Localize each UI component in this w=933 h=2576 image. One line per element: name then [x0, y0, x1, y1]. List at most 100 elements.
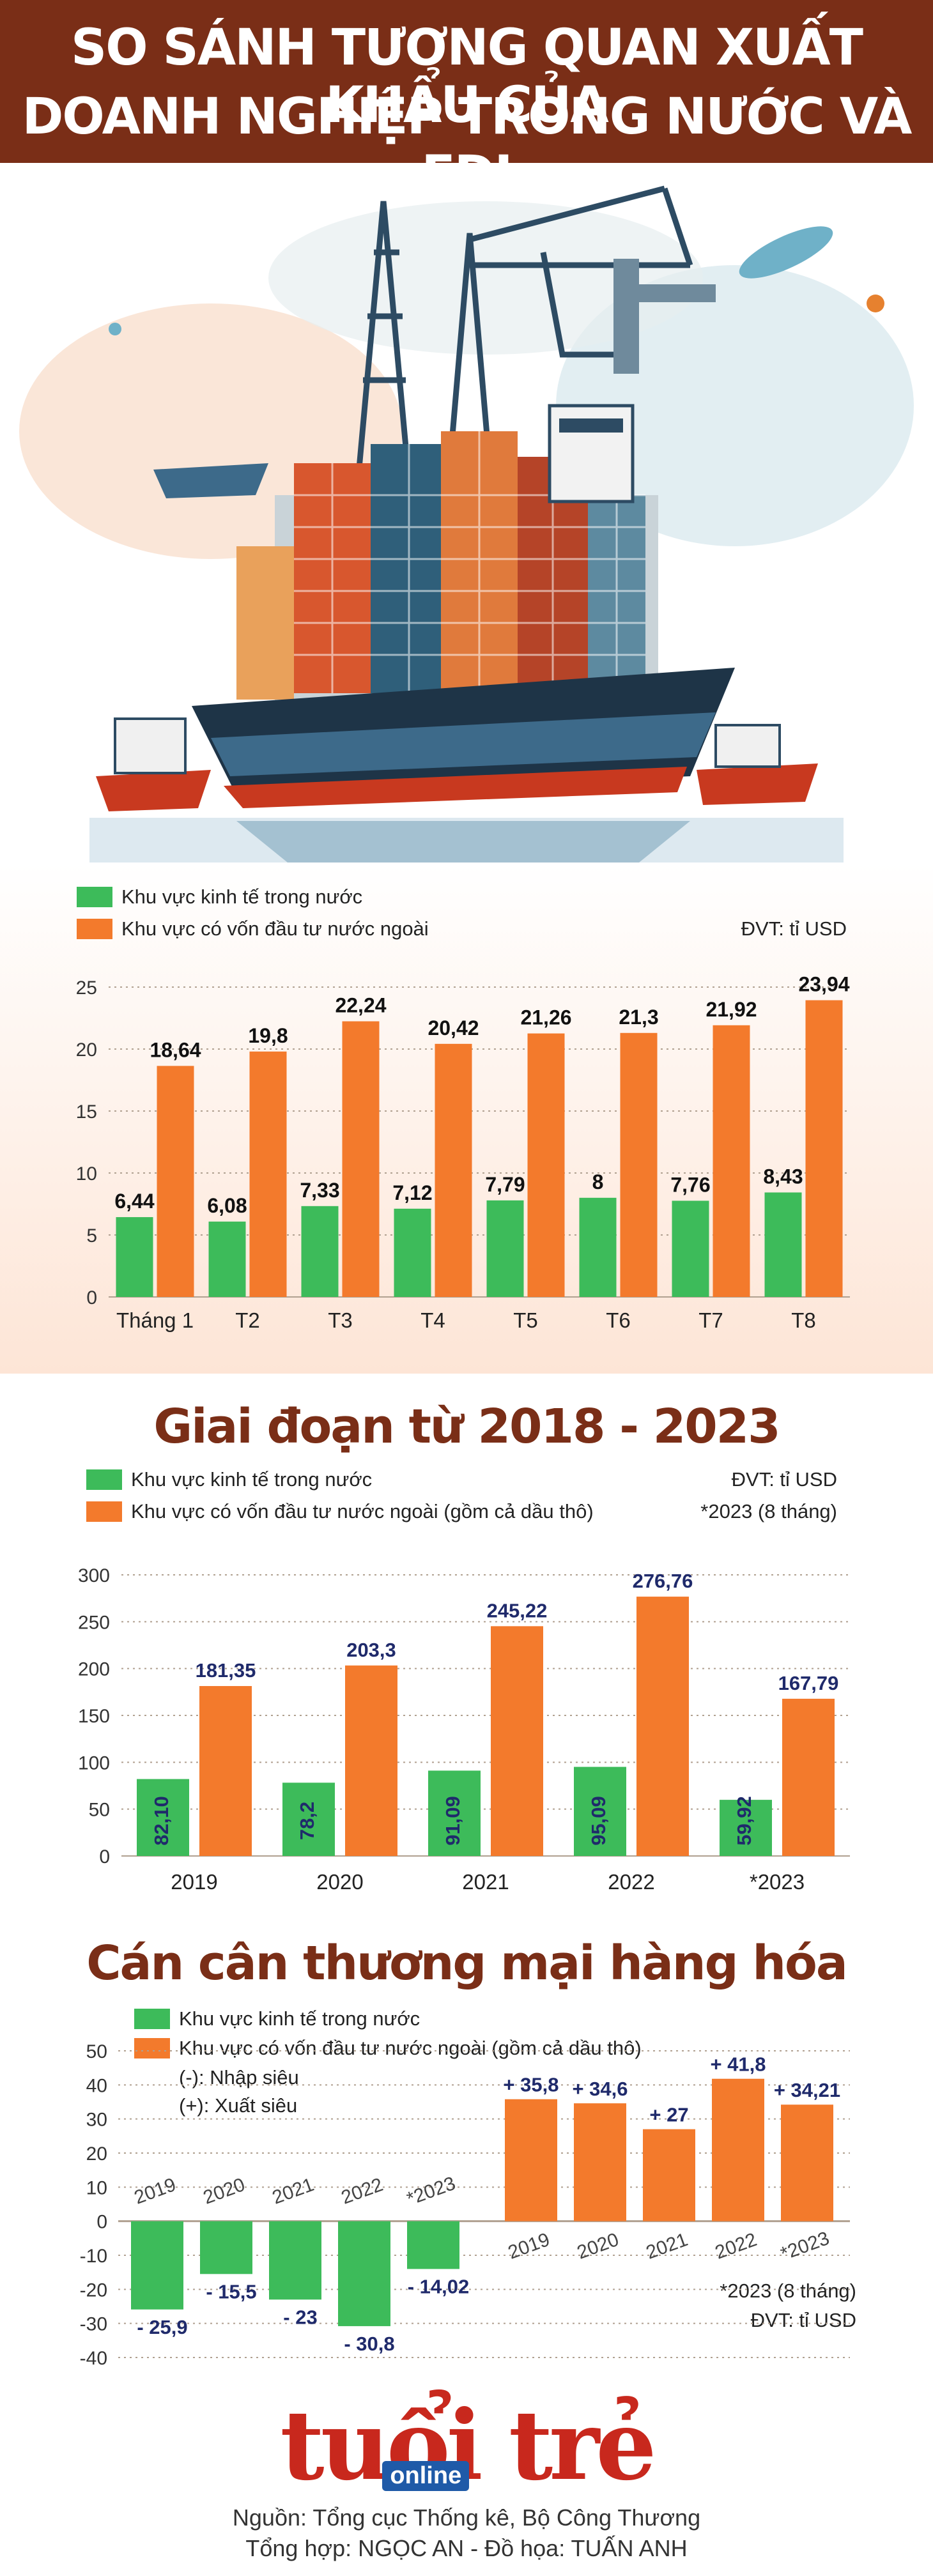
- bar-fdi: [805, 1000, 843, 1297]
- y-tick-label: 0: [86, 1287, 97, 1308]
- data-label-domestic: 7,76: [670, 1173, 710, 1196]
- data-label-domestic: 7,79: [485, 1173, 525, 1196]
- bar-domestic: [764, 1192, 802, 1297]
- data-label-domestic: 78,2: [296, 1802, 318, 1840]
- chart2-section: Giai đoạn từ 2018 - 2023 Khu vực kinh tế…: [0, 1374, 933, 1923]
- chart3-legend-fdi: Khu vực có vốn đầu tư nước ngoài (gồm cả…: [179, 2037, 642, 2059]
- data-label-domestic: - 23: [283, 2306, 317, 2328]
- chart2-legend-domestic: Khu vực kinh tế trong nước: [131, 1468, 373, 1491]
- chart2-title: Giai đoạn từ 2018 - 2023: [153, 1399, 780, 1454]
- y-tick-label: 0: [99, 1846, 110, 1867]
- y-tick-label: 50: [86, 2041, 107, 2062]
- bar-fdi: [157, 1066, 194, 1297]
- data-label-domestic: 6,08: [207, 1194, 247, 1217]
- bar-fdi: [574, 2103, 626, 2221]
- header-banner: SO SÁNH TƯƠNG QUAN XUẤT KHẨU CỦA DOANH N…: [0, 0, 933, 203]
- chart3-note-plus: (+): Xuất siêu: [179, 2094, 298, 2117]
- y-tick-label: -30: [80, 2314, 107, 2335]
- bar-domestic: [574, 1767, 626, 1856]
- bar-domestic: [137, 1779, 189, 1856]
- x-tick-label: 2020: [316, 1870, 363, 1894]
- bar-fdi: [345, 1665, 397, 1856]
- bar-domestic: [301, 1206, 339, 1297]
- y-tick-label: 20: [86, 2143, 107, 2165]
- data-label-domestic: - 15,5: [206, 2280, 256, 2303]
- chart3-note: *2023 (8 tháng): [720, 2280, 856, 2302]
- y-tick-label: 5: [86, 1225, 97, 1246]
- data-label-domestic: - 14,02: [408, 2275, 470, 2297]
- chart2-legend-fdi: Khu vực có vốn đầu tư nước ngoài (gồm cả…: [131, 1500, 594, 1522]
- data-label-fdi: 21,3: [619, 1006, 658, 1029]
- footer-source: Nguồn: Tổng cục Thống kê, Bộ Công Thương: [232, 2504, 701, 2531]
- x-tick-label: *2023: [750, 1870, 805, 1894]
- chart3-unit: ĐVT: tỉ USD: [750, 2309, 856, 2331]
- x-tick-label: 2022: [339, 2174, 386, 2209]
- bar-fdi: [620, 1032, 658, 1297]
- y-tick-label: 300: [78, 1565, 110, 1586]
- data-label-domestic: 91,09: [442, 1796, 464, 1846]
- y-tick-label: 30: [86, 2110, 107, 2131]
- bar-domestic: [394, 1208, 431, 1297]
- x-tick-label: T4: [420, 1308, 445, 1332]
- bar-fdi: [249, 1051, 287, 1297]
- legend-swatch-domestic: [86, 1469, 122, 1490]
- x-tick-label: 2022: [713, 2229, 760, 2264]
- data-label-fdi: 276,76: [633, 1570, 693, 1592]
- chart3-plot: -40 -30 -20 -10 0 10 20 30 40 50 - 25,9 2019 - 15,5 2…: [80, 2041, 850, 2369]
- chart1-section: Khu vực kinh tế trong nước Khu vực có vố…: [0, 862, 933, 1374]
- x-tick-label: T2: [235, 1308, 260, 1332]
- legend-swatch-fdi: [134, 2038, 170, 2058]
- data-label-fdi: 19,8: [248, 1024, 288, 1047]
- chart2-unit: ĐVT: tỉ USD: [731, 1468, 837, 1491]
- legend-swatch-fdi: [86, 1501, 122, 1522]
- data-label-domestic: - 30,8: [344, 2333, 394, 2355]
- data-label-fdi: + 41,8: [710, 2053, 766, 2076]
- data-label-fdi: 22,24: [335, 994, 386, 1017]
- data-label-domestic: 59,92: [733, 1796, 755, 1846]
- bar-domestic: [579, 1197, 617, 1297]
- legend-swatch-domestic: [134, 2009, 170, 2029]
- bar-fdi: [643, 2129, 695, 2221]
- bar-domestic: [116, 1217, 153, 1297]
- legend-swatch-domestic: [77, 887, 112, 907]
- x-tick-label: 2021: [270, 2174, 317, 2209]
- data-label-fdi: 167,79: [778, 1672, 839, 1694]
- y-tick-label: 150: [78, 1706, 110, 1727]
- logo-sub-text: online: [382, 2461, 470, 2491]
- bar-fdi: [713, 1025, 750, 1297]
- data-label-domestic: 7,12: [392, 1181, 432, 1204]
- cargo-ship-illustration: [19, 185, 914, 862]
- x-tick-label: T5: [513, 1308, 538, 1332]
- y-tick-label: 20: [76, 1039, 97, 1061]
- header-title-line1: SO SÁNH TƯƠNG QUAN XUẤT KHẨU CỦA: [71, 19, 863, 134]
- bar-fdi: [527, 1033, 565, 1297]
- legend-swatch-fdi: [77, 919, 112, 939]
- chart1-legend-fdi: Khu vực có vốn đầu tư nước ngoài: [121, 917, 429, 940]
- chart2-note: *2023 (8 tháng): [700, 1500, 837, 1522]
- bar-fdi: [505, 2099, 557, 2221]
- bar-fdi: [199, 1686, 252, 1856]
- chart3-legend-domestic: Khu vực kinh tế trong nước: [179, 2007, 420, 2030]
- x-tick-label: T8: [791, 1308, 816, 1332]
- bar-fdi: [712, 2078, 764, 2221]
- x-tick-label: *2023: [778, 2228, 832, 2265]
- x-tick-label: 2019: [132, 2174, 179, 2209]
- chart1-plot: 0 5 10 15 20 25 6,44 18,64 Tháng 1 6,08 19,8 T2 7,33…: [76, 973, 850, 1332]
- data-label-domestic: 82,10: [150, 1796, 173, 1846]
- y-tick-label: 10: [86, 2177, 107, 2198]
- data-label-fdi: 23,94: [798, 973, 849, 996]
- y-tick-label: 100: [78, 1752, 110, 1774]
- y-tick-label: 250: [78, 1612, 110, 1633]
- data-label-domestic: 8: [592, 1170, 604, 1193]
- bar-domestic: [428, 1770, 481, 1856]
- data-label-fdi: + 34,21: [774, 2079, 840, 2101]
- bar-domestic: [282, 1782, 335, 1856]
- x-tick-label: 2021: [462, 1870, 509, 1894]
- data-label-domestic: - 25,9: [137, 2316, 187, 2338]
- chart1-unit: ĐVT: tỉ USD: [741, 917, 847, 940]
- y-tick-label: 40: [86, 2075, 107, 2096]
- header-title-line2: DOANH NGHIỆP TRONG NƯỚC VÀ FDI: [22, 88, 913, 203]
- bar-domestic: [269, 2221, 321, 2300]
- y-tick-label: 0: [96, 2212, 107, 2233]
- chart3-section: Cán cân thương mại hàng hóa Khu vực kinh…: [0, 1923, 933, 2576]
